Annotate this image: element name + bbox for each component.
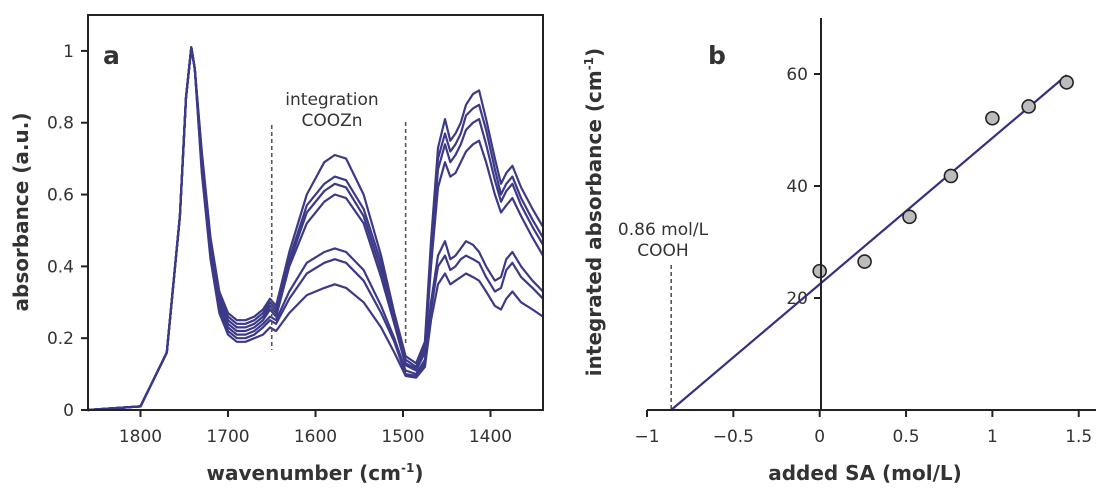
y-tick-label: 60 <box>786 65 808 85</box>
data-points <box>813 76 1073 278</box>
data-point <box>1022 100 1035 113</box>
panel-label-b: b <box>708 41 726 70</box>
intercept-label-line-1: 0.86 mol/L <box>618 220 709 240</box>
y-tick-label: 40 <box>786 177 808 197</box>
x-tick-label: 1600 <box>294 427 337 447</box>
intercept-label-line-2: COOH <box>637 241 688 261</box>
x-tick-label: 1 <box>987 427 998 447</box>
x-ticks: 1800 1700 1600 1500 1400 <box>119 410 512 447</box>
y-tick-label: 1 <box>63 42 74 62</box>
data-point <box>858 255 871 268</box>
data-point <box>944 169 957 182</box>
data-point <box>986 112 999 125</box>
x-tick-label: 1.5 <box>1065 427 1092 447</box>
annotation-line-1: integration <box>285 90 378 110</box>
x-tick-label: 1400 <box>469 427 512 447</box>
data-point <box>1060 76 1073 89</box>
x-tick-label: 1700 <box>206 427 249 447</box>
y-tick-label: 20 <box>786 289 808 309</box>
x-tick-label: 0 <box>814 427 825 447</box>
y-axis-label: absorbance (a.u.) <box>9 113 33 312</box>
y-ticks: 0 0.2 0.4 0.6 0.8 1 <box>47 42 88 421</box>
y-tick-label: 0 <box>63 401 74 421</box>
data-point <box>813 265 826 278</box>
y-tick-label: 0.2 <box>47 329 74 349</box>
x-axis-label: added SA (mol/L) <box>768 461 962 485</box>
y-tick-label: 0.4 <box>47 257 74 277</box>
data-point <box>903 210 916 223</box>
x-tick-label: 0.5 <box>893 427 920 447</box>
y-tick-label: 0.8 <box>47 114 74 134</box>
x-tick-label: 1800 <box>119 427 162 447</box>
x-ticks: −1 −0.5 0 0.5 1 1.5 <box>634 410 1092 447</box>
x-tick-label: −0.5 <box>713 427 754 447</box>
fit-line <box>671 75 1066 410</box>
x-tick-label: 1500 <box>381 427 424 447</box>
panel-label-a: a <box>103 41 120 70</box>
x-tick-label: −1 <box>634 427 659 447</box>
annotation-line-2: COOZn <box>301 111 362 131</box>
x-axis-label: wavenumber (cm-1) <box>207 461 424 485</box>
y-tick-label: 0.6 <box>47 186 74 206</box>
y-axis-label: integrated absorbance (cm-1) <box>582 48 606 376</box>
panel-a: 1800 1700 1600 1500 1400 0 0.2 0.4 0.6 0.8 1 a in… <box>9 15 543 485</box>
